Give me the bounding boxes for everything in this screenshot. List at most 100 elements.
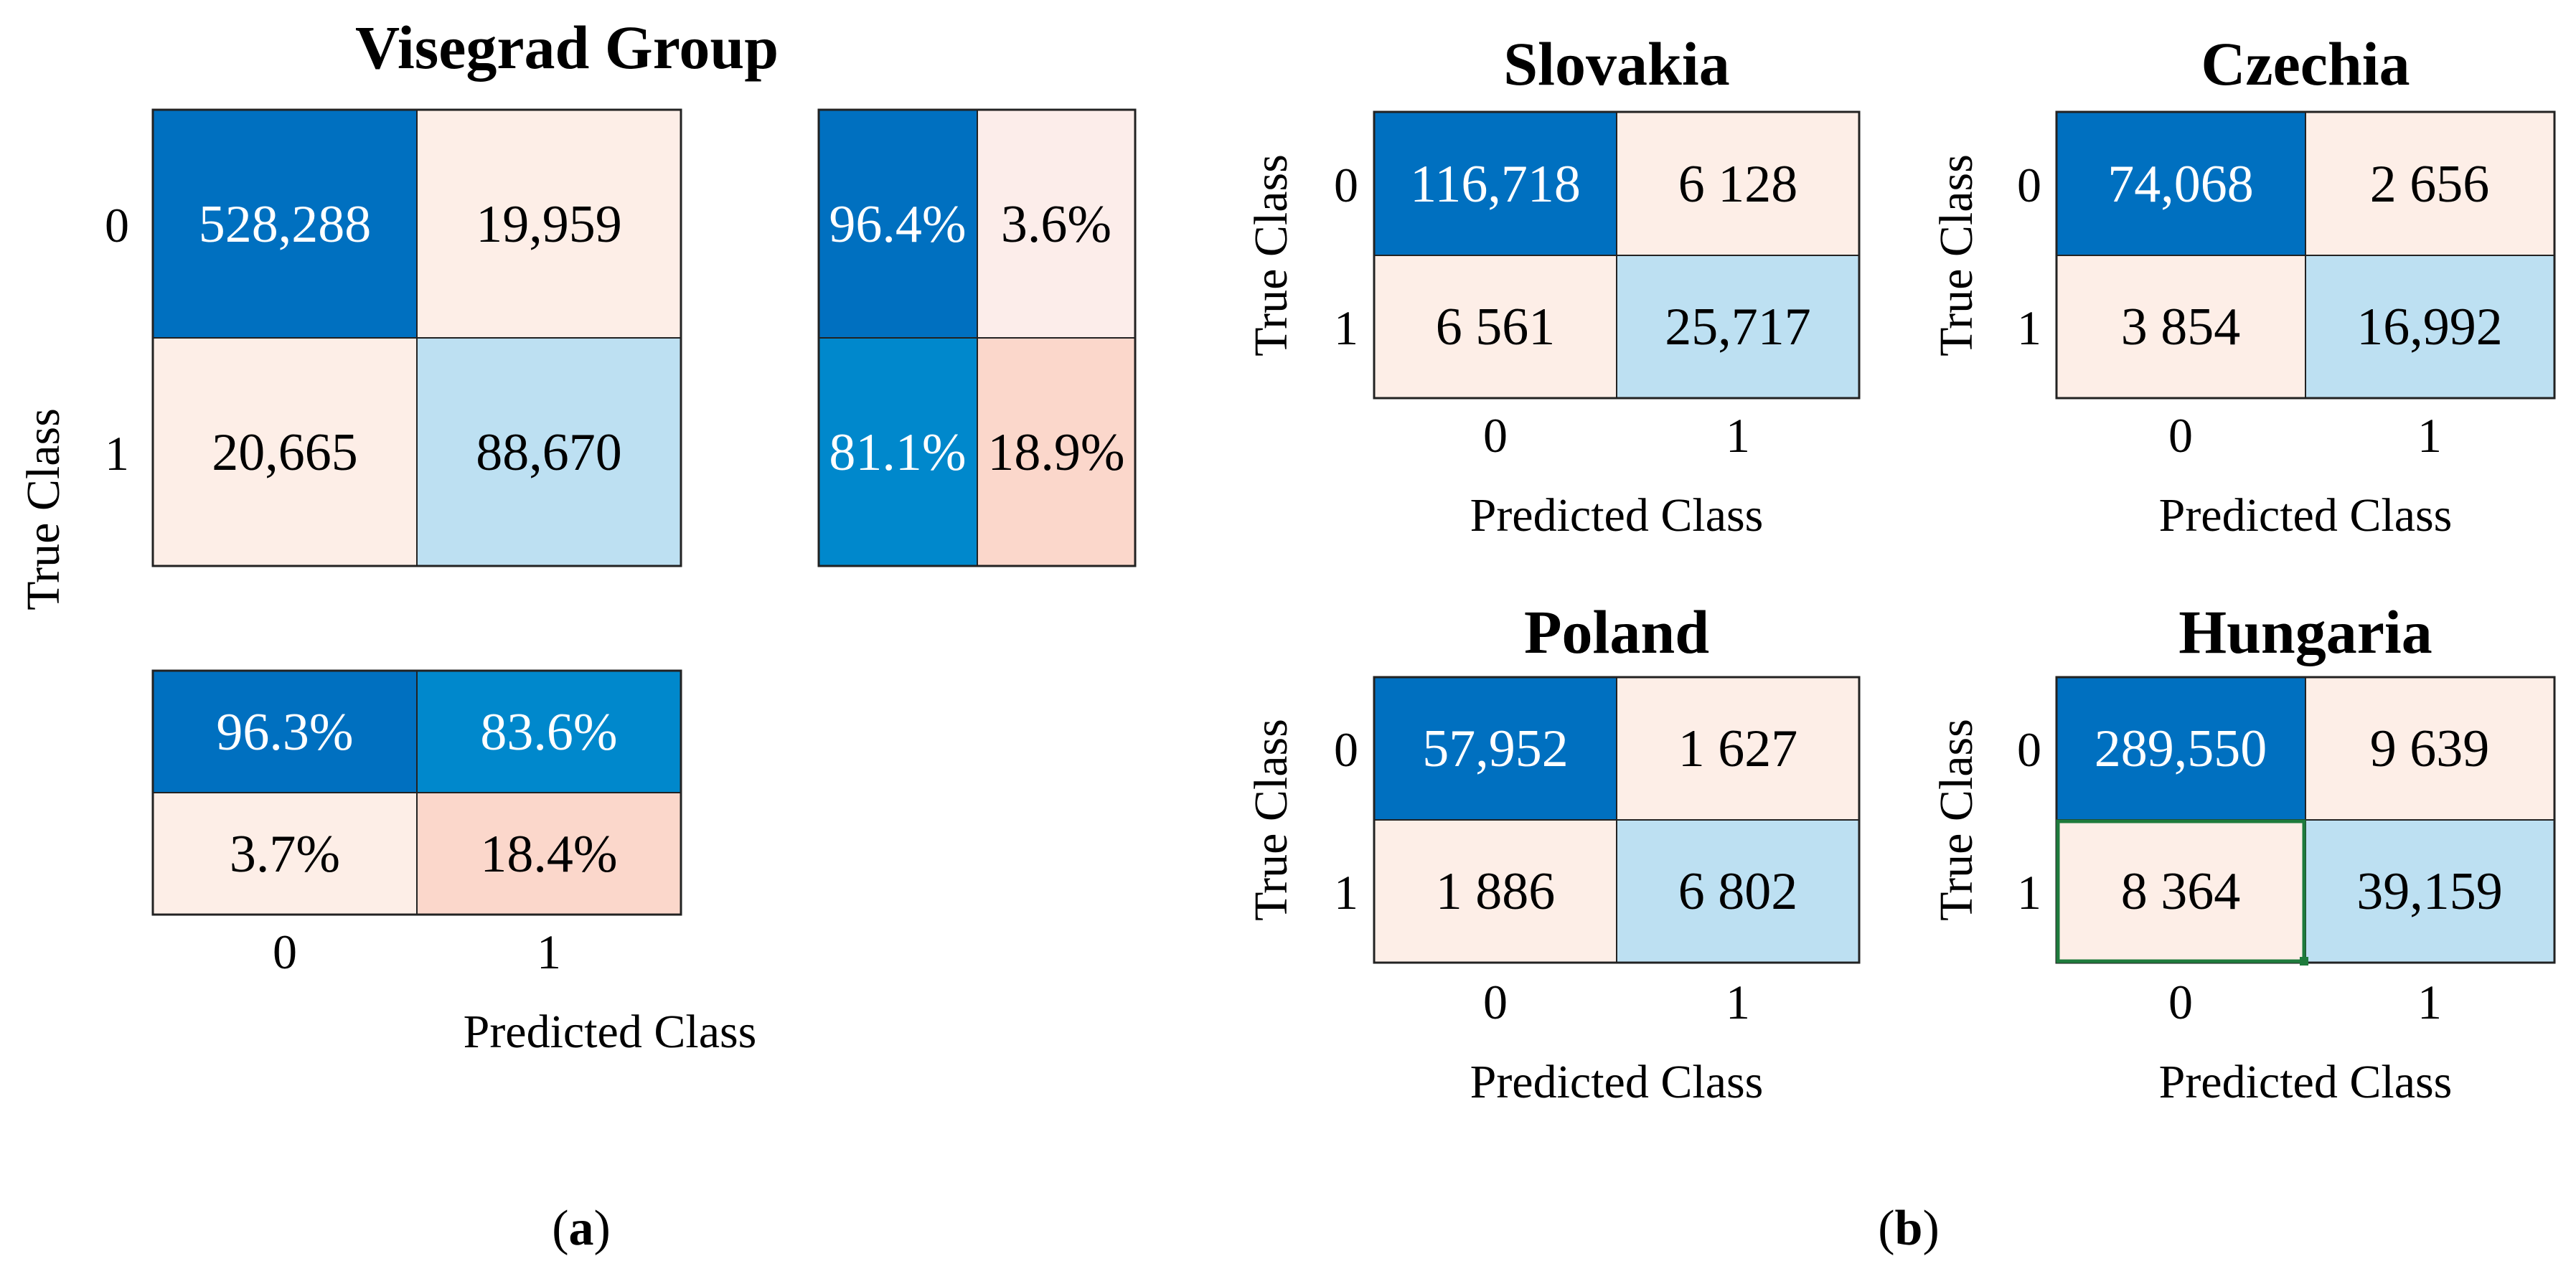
y-tick-label: 0: [105, 198, 129, 252]
matrix-cell: [2305, 676, 2555, 821]
selected-cell-outline: [2056, 819, 2306, 963]
column-summary-cell: [152, 670, 418, 793]
y-tick-label: 0: [2017, 722, 2041, 777]
column-summary-frame: [151, 669, 682, 916]
y-axis-label: True Class: [1930, 719, 1983, 921]
matrix-cell: [2056, 676, 2306, 821]
caption-letter: a: [569, 1201, 594, 1256]
y-axis-label: True Class: [1245, 719, 1297, 921]
y-axis-label: True Class: [1930, 154, 1983, 357]
x-axis-label: Predicted Class: [1470, 489, 1764, 542]
y-tick-label: 0: [1334, 158, 1358, 212]
column-summary-label: 3.7%: [230, 825, 340, 884]
matrix-cell: [416, 109, 682, 339]
cell-label: 9 639: [2370, 719, 2490, 778]
matrix-cell: [2305, 111, 2555, 256]
column-summary-label: 18.4%: [480, 825, 617, 884]
caption-a: (a): [552, 1201, 611, 1256]
matrix-cell: [1616, 255, 1860, 399]
cell-label: 74,068: [2107, 155, 2254, 214]
y-tick-label: 0: [1334, 722, 1358, 777]
x-tick-label: 0: [273, 925, 297, 979]
cell-label: 6 802: [1678, 862, 1798, 921]
y-tick-label: 0: [2017, 158, 2041, 212]
caption-b: (b): [1878, 1201, 1940, 1256]
y-axis-label: True Class: [1245, 154, 1297, 357]
panel-b-hungaria: Hungaria 289,550 9 639 8 364 39,159 0 1 …: [1930, 598, 2556, 1108]
row-summary-cell: [977, 109, 1136, 339]
x-tick-label: 1: [1726, 975, 1750, 1029]
y-tick-label: 1: [1334, 301, 1358, 355]
matrix-frame: [151, 108, 682, 567]
x-axis-label: Predicted Class: [464, 1006, 757, 1058]
y-tick-label: 1: [105, 426, 129, 481]
column-summary-cell: [416, 792, 682, 915]
y-tick-label: 1: [2017, 301, 2041, 355]
cell-label: 3 854: [2121, 298, 2241, 357]
cell-label: 289,550: [2095, 719, 2267, 778]
matrix-cell: [1616, 819, 1860, 963]
row-summary-cell: [977, 337, 1136, 567]
matrix-frame: [2055, 110, 2556, 400]
cell-label: 6 128: [1678, 155, 1798, 214]
selection-handle: [2300, 957, 2308, 966]
cell-label: 116,718: [1410, 155, 1581, 214]
matrix-cell: [1616, 676, 1860, 821]
row-summary-frame: [817, 108, 1137, 567]
y-tick-label: 1: [1334, 865, 1358, 920]
chart-title: Visegrad Group: [355, 13, 779, 82]
cell-label: 88,670: [476, 423, 622, 482]
cell-label: 1 627: [1678, 719, 1798, 778]
caption-open-paren: (: [552, 1201, 568, 1256]
chart-title: Slovakia: [1503, 29, 1729, 98]
caption-close-paren: ): [1922, 1201, 1939, 1256]
matrix-frame: [1373, 110, 1861, 400]
x-tick-label: 0: [1483, 975, 1508, 1029]
row-summary-label: 18.9%: [987, 423, 1124, 482]
x-tick-label: 1: [537, 925, 561, 979]
matrix-cell: [416, 337, 682, 567]
y-tick-label: 1: [2017, 865, 2041, 920]
cell-label: 8 364: [2121, 862, 2241, 921]
column-summary-cell: [152, 792, 418, 915]
chart-title: Hungaria: [2178, 598, 2432, 666]
matrix-cell: [2305, 255, 2555, 399]
x-axis-label: Predicted Class: [2159, 1056, 2453, 1108]
cell-label: 19,959: [476, 195, 622, 254]
matrix-cell: [1373, 676, 1617, 821]
chart-title: Poland: [1524, 598, 1709, 666]
row-summary-label: 81.1%: [829, 423, 966, 482]
x-tick-label: 0: [2168, 975, 2193, 1029]
matrix-cell: [152, 337, 418, 567]
panel-b-slovakia: Slovakia 116,718 6 128 6 561 25,717 0 1 …: [1245, 29, 1861, 542]
x-tick-label: 1: [2417, 975, 2442, 1029]
row-summary-label: 96.4%: [829, 195, 966, 254]
x-tick-label: 0: [2168, 408, 2193, 463]
x-tick-label: 0: [1483, 408, 1508, 463]
cell-label: 2 656: [2370, 155, 2490, 214]
row-summary-label: 3.6%: [1001, 195, 1111, 254]
chart-title: Czechia: [2201, 29, 2410, 98]
cell-label: 6 561: [1436, 298, 1556, 357]
matrix-cell: [2056, 819, 2306, 963]
matrix-frame: [1373, 676, 1861, 964]
column-summary-cell: [416, 670, 682, 793]
cell-label: 1 886: [1436, 862, 1556, 921]
caption-open-paren: (: [1878, 1201, 1894, 1256]
x-axis-label: Predicted Class: [1470, 1056, 1764, 1108]
panel-a-visegrad-group: Visegrad Group 528,288 19,959 20,665 88,…: [17, 13, 1137, 1058]
cell-label: 20,665: [212, 423, 358, 482]
matrix-cell: [1616, 111, 1860, 256]
column-summary-label: 83.6%: [480, 703, 617, 762]
caption-letter: b: [1895, 1201, 1923, 1256]
matrix-cell: [2056, 111, 2306, 256]
cell-label: 528,288: [199, 195, 372, 254]
y-axis-label: True Class: [17, 408, 70, 610]
panel-b-poland: Poland 57,952 1 627 1 886 6 802 0 1 0 1 …: [1245, 598, 1861, 1108]
panel-b-czechia: Czechia 74,068 2 656 3 854 16,992 0 1 0 …: [1930, 29, 2556, 542]
x-tick-label: 1: [2417, 408, 2442, 463]
cell-label: 39,159: [2356, 862, 2503, 921]
cell-label: 25,717: [1665, 298, 1811, 357]
cell-label: 16,992: [2356, 298, 2503, 357]
